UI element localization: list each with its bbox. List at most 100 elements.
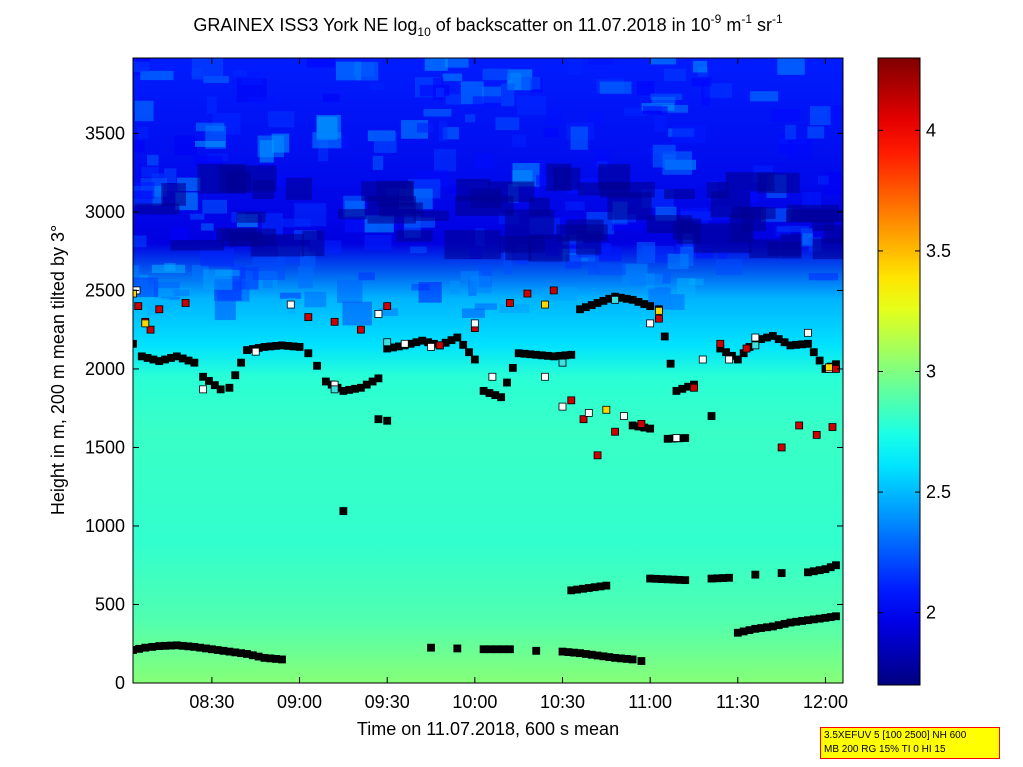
texture-cell xyxy=(445,94,461,105)
detection-marker xyxy=(570,648,579,657)
texture-cell xyxy=(652,144,676,168)
texture-cell xyxy=(802,192,821,209)
texture-cell xyxy=(203,76,230,84)
texture-cell xyxy=(136,127,149,139)
detection-marker xyxy=(622,655,631,663)
detection-marker xyxy=(272,655,281,663)
detection-marker xyxy=(289,342,298,351)
texture-cell xyxy=(664,188,695,200)
texture-cell xyxy=(174,135,198,156)
detection-marker xyxy=(219,646,228,655)
y-tick-label: 0 xyxy=(115,673,125,693)
texture-cell xyxy=(312,132,342,149)
y-axis: 0 500 1000 1500 2000 2500 3000 3500 xyxy=(85,123,843,693)
detection-marker xyxy=(330,317,339,326)
detection-marker xyxy=(199,372,208,381)
detection-marker xyxy=(637,419,646,428)
detection-marker xyxy=(815,566,824,575)
detection-marker xyxy=(148,642,157,651)
texture-cell xyxy=(170,240,225,251)
texture-cell xyxy=(593,149,611,169)
texture-cell xyxy=(651,96,676,104)
detection-marker xyxy=(237,358,246,367)
detection-marker xyxy=(716,339,725,348)
texture-cell xyxy=(219,165,277,192)
texture-cell xyxy=(823,224,843,244)
y-tick-label: 500 xyxy=(95,594,125,614)
title-exponent-2: -1 xyxy=(741,12,752,26)
x-tick-label: 11:00 xyxy=(628,692,672,712)
y-axis-label: Height in m, 200 m mean tilted by 3° xyxy=(48,225,68,515)
texture-cell xyxy=(587,58,614,65)
detection-marker xyxy=(526,350,535,359)
detection-marker xyxy=(383,338,392,347)
texture-cell xyxy=(279,292,302,299)
detection-marker xyxy=(523,289,532,298)
texture-cell xyxy=(236,211,266,223)
texture-cell xyxy=(410,246,427,254)
detection-marker xyxy=(506,645,514,654)
detection-marker xyxy=(184,356,193,365)
texture-cell xyxy=(725,172,775,192)
y-tick-label: 3000 xyxy=(85,202,125,222)
texture-cell xyxy=(528,197,550,216)
y-tick-label: 1500 xyxy=(85,437,125,457)
detection-marker xyxy=(780,338,789,347)
texture-cell xyxy=(693,60,708,73)
texture-cell xyxy=(445,58,469,68)
texture-cell xyxy=(672,221,697,240)
detection-marker xyxy=(470,355,479,364)
texture-cell xyxy=(597,262,626,276)
texture-cell xyxy=(259,140,274,163)
texture-cell xyxy=(505,238,532,261)
texture-cell xyxy=(543,128,559,138)
x-tick-label: 09:30 xyxy=(365,692,410,712)
texture-cell xyxy=(342,301,372,326)
texture-cell xyxy=(546,109,562,126)
detection-marker xyxy=(751,333,760,342)
title-unit-1: m xyxy=(721,15,741,35)
detection-marker xyxy=(351,384,359,393)
texture-cell xyxy=(358,272,375,281)
texture-cell xyxy=(810,106,831,126)
texture-cell xyxy=(750,91,779,102)
colorbar-tick-label: 2 xyxy=(926,603,936,623)
texture-cell xyxy=(322,93,340,103)
texture-cell xyxy=(465,114,476,123)
detection-marker xyxy=(167,641,175,650)
texture-cell xyxy=(133,61,150,73)
texture-cell xyxy=(374,132,397,153)
texture-cell xyxy=(372,155,384,170)
detection-marker xyxy=(707,412,716,420)
texture-cell xyxy=(364,235,392,250)
detection-marker xyxy=(383,302,392,311)
detection-marker xyxy=(579,584,587,593)
colorbar-axis: 2 2.5 3 3.5 4 xyxy=(878,120,951,623)
texture-cell xyxy=(215,269,241,276)
detection-marker xyxy=(745,626,754,635)
detection-marker xyxy=(698,355,707,364)
detection-marker xyxy=(272,341,281,350)
texture-cell xyxy=(472,96,505,107)
detection-marker xyxy=(672,434,681,442)
texture-cell xyxy=(688,278,704,286)
detection-marker xyxy=(499,645,508,654)
detection-marker xyxy=(541,300,549,309)
texture-cell xyxy=(424,58,448,71)
texture-cell xyxy=(304,291,327,308)
texture-cell xyxy=(252,256,285,280)
texture-cell xyxy=(396,230,433,242)
texture-cell xyxy=(662,272,671,284)
texture-cell xyxy=(268,111,295,128)
texture-cell xyxy=(470,275,492,294)
detection-marker xyxy=(622,294,631,303)
detection-marker xyxy=(826,563,835,572)
colorbar-tick-label: 3 xyxy=(926,362,936,382)
texture-cell xyxy=(771,109,801,122)
texture-cell xyxy=(141,167,159,177)
detection-marker xyxy=(780,619,789,628)
colorbar xyxy=(877,57,921,686)
plot-area xyxy=(133,58,843,683)
detection-marker xyxy=(210,381,219,390)
texture-cell xyxy=(649,58,676,65)
